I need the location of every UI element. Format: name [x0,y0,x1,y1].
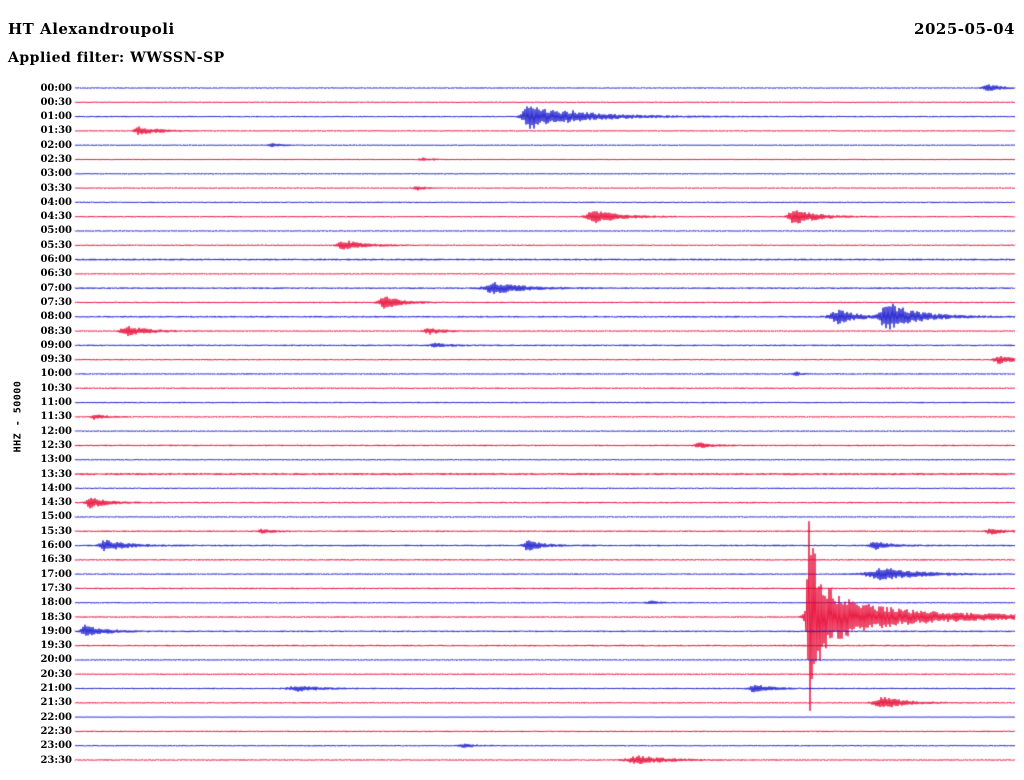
time-label: 08:30 [40,325,72,337]
time-label: 16:30 [40,554,72,566]
time-label: 19:00 [40,625,72,637]
time-label: 20:00 [40,654,72,666]
time-label: 01:00 [40,111,72,123]
time-label: 18:30 [40,611,72,623]
time-label: 13:00 [40,454,72,466]
time-label: 02:00 [40,139,72,151]
time-label: 06:00 [40,254,72,266]
time-label: 11:00 [40,397,72,409]
time-label: 04:00 [40,196,72,208]
time-label: 21:30 [40,697,72,709]
time-label: 00:00 [40,82,72,94]
time-label: 03:30 [40,182,72,194]
time-label: 16:00 [40,540,72,552]
time-label: 17:30 [40,582,72,594]
time-label: 07:30 [40,296,72,308]
time-label: 13:30 [40,468,72,480]
time-label: 17:00 [40,568,72,580]
time-label: 22:00 [40,711,72,723]
time-label: 02:30 [40,153,72,165]
time-label: 20:30 [40,668,72,680]
time-label: 22:30 [40,725,72,737]
date-label: 2025-05-04 [914,20,1015,38]
time-label: 06:30 [40,268,72,280]
time-label: 08:00 [40,311,72,323]
time-label: 10:30 [40,382,72,394]
time-label: 10:00 [40,368,72,380]
time-label: 09:00 [40,339,72,351]
time-label: 18:00 [40,597,72,609]
time-label: 04:30 [40,211,72,223]
time-label: 19:30 [40,640,72,652]
time-label: 00:30 [40,96,72,108]
time-label: 12:00 [40,425,72,437]
time-label: 14:00 [40,482,72,494]
time-label: 23:30 [40,754,72,766]
time-label: 03:00 [40,168,72,180]
time-label: 12:30 [40,439,72,451]
time-label: 01:30 [40,125,72,137]
time-label: 11:30 [40,411,72,423]
time-label: 05:30 [40,239,72,251]
station-title: HT Alexandroupoli [8,20,175,38]
time-label: 23:00 [40,740,72,752]
time-label: 15:30 [40,525,72,537]
time-label: 14:30 [40,497,72,509]
filter-label: Applied filter: WWSSN-SP [8,50,225,66]
time-label: 07:00 [40,282,72,294]
time-label: 15:00 [40,511,72,523]
time-label: 21:00 [40,683,72,694]
time-label: 09:30 [40,354,72,366]
channel-scale-label: HHZ - 50000 [12,380,24,453]
time-label: 05:00 [40,225,72,237]
